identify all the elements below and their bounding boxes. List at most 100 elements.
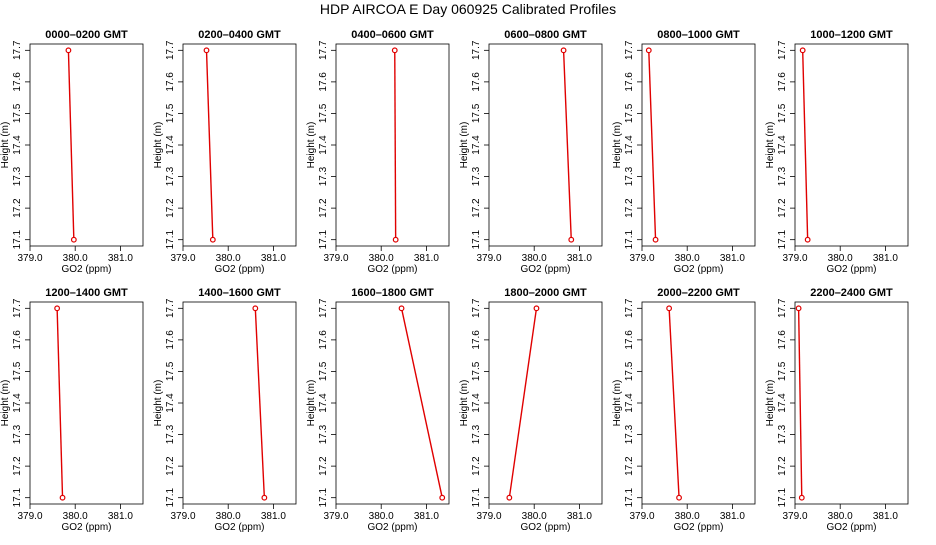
data-point — [799, 47, 806, 54]
x-axis-label: GO2 (ppm) — [520, 522, 570, 533]
x-axis-label: GO2 (ppm) — [367, 522, 417, 533]
x-axis-label: GO2 (ppm) — [826, 522, 876, 533]
x-tick-label: 380.0 — [216, 511, 241, 522]
panel-title: 0800–1000 GMT — [657, 29, 740, 41]
y-tick-label: 17.7 — [318, 298, 329, 318]
y-tick-label: 17.3 — [318, 166, 329, 186]
x-tick-label: 381.0 — [720, 253, 745, 264]
x-axis-label: GO2 (ppm) — [673, 264, 723, 275]
data-point — [795, 305, 802, 312]
y-tick-label: 17.6 — [318, 72, 329, 92]
y-tick-label: 17.3 — [12, 424, 23, 444]
y-tick-label: 17.7 — [624, 298, 635, 318]
y-tick-label: 17.6 — [624, 72, 635, 92]
x-tick-label: 380.0 — [828, 253, 853, 264]
y-tick-label: 17.1 — [318, 230, 329, 250]
y-tick-label: 17.3 — [624, 166, 635, 186]
x-tick-label: 379.0 — [629, 511, 654, 522]
y-tick-label: 17.4 — [12, 135, 23, 155]
x-tick-label: 379.0 — [323, 253, 348, 264]
x-tick-label: 381.0 — [873, 511, 898, 522]
y-axis-label: Height (m) — [0, 380, 11, 427]
panel-title: 1800–2000 GMT — [504, 287, 587, 299]
y-tick-label: 17.3 — [471, 424, 482, 444]
y-axis-label: Height (m) — [306, 122, 317, 169]
data-point — [439, 494, 446, 501]
y-tick-label: 17.3 — [165, 166, 176, 186]
x-tick-label: 381.0 — [567, 253, 592, 264]
y-tick-label: 17.7 — [777, 298, 788, 318]
y-axis-label: Height (m) — [765, 380, 776, 427]
data-point — [391, 47, 398, 54]
plot-frame — [335, 43, 450, 247]
x-tick-label: 381.0 — [261, 253, 286, 264]
y-tick-label: 17.2 — [777, 456, 788, 476]
y-axis-label: Height (m) — [153, 122, 164, 169]
profile-line — [67, 50, 75, 240]
x-tick-label: 381.0 — [108, 511, 133, 522]
x-axis-label: GO2 (ppm) — [61, 264, 111, 275]
x-axis-label: GO2 (ppm) — [214, 522, 264, 533]
y-tick-label: 17.3 — [165, 424, 176, 444]
x-tick-label: 381.0 — [567, 511, 592, 522]
y-tick-label: 17.5 — [471, 361, 482, 381]
y-tick-label: 17.7 — [12, 40, 23, 60]
plot-frame — [641, 43, 756, 247]
panel-title: 1200–1400 GMT — [45, 287, 128, 299]
x-tick-label: 380.0 — [63, 253, 88, 264]
plot-frame — [641, 301, 756, 505]
profile-line — [801, 50, 809, 240]
y-tick-label: 17.4 — [318, 135, 329, 155]
x-tick-label: 381.0 — [720, 511, 745, 522]
y-tick-label: 17.3 — [777, 424, 788, 444]
plot-frame — [29, 301, 144, 505]
profile-line — [56, 308, 64, 498]
data-point — [676, 494, 682, 501]
panel-title: 1600–1800 GMT — [351, 287, 434, 299]
y-tick-label: 17.3 — [624, 424, 635, 444]
y-tick-label: 17.2 — [318, 198, 329, 218]
y-tick-label: 17.4 — [777, 393, 788, 413]
x-tick-label: 381.0 — [414, 253, 439, 264]
y-tick-label: 17.5 — [165, 103, 176, 123]
y-tick-label: 17.3 — [12, 166, 23, 186]
y-tick-label: 17.7 — [165, 40, 176, 60]
panel-title: 0600–0800 GMT — [504, 29, 587, 41]
figure-title: HDP AIRCOA E Day 060925 Calibrated Profi… — [319, 1, 617, 17]
data-point — [392, 236, 399, 243]
panel-title: 0000–0200 GMT — [45, 29, 128, 41]
x-tick-label: 381.0 — [873, 253, 898, 264]
y-tick-label: 17.1 — [165, 488, 176, 508]
y-tick-label: 17.6 — [165, 330, 176, 350]
y-tick-label: 17.6 — [12, 72, 23, 92]
x-tick-label: 379.0 — [17, 511, 42, 522]
x-tick-label: 380.0 — [522, 511, 547, 522]
y-tick-label: 17.1 — [12, 488, 23, 508]
panel-title: 2000–2200 GMT — [657, 287, 740, 299]
y-tick-label: 17.5 — [165, 361, 176, 381]
y-tick-label: 17.6 — [471, 72, 482, 92]
y-axis-label: Height (m) — [459, 380, 470, 427]
data-point — [252, 305, 259, 312]
y-axis-label: Height (m) — [153, 380, 164, 427]
data-point — [506, 494, 513, 501]
y-tick-label: 17.4 — [624, 135, 635, 155]
plot-frame — [488, 43, 603, 247]
y-tick-label: 17.4 — [777, 135, 788, 155]
data-point — [209, 236, 216, 243]
plot-frame — [182, 43, 297, 247]
x-tick-label: 379.0 — [782, 253, 807, 264]
y-tick-label: 17.2 — [165, 456, 176, 476]
y-axis-label: Height (m) — [612, 380, 623, 427]
y-tick-label: 17.1 — [624, 230, 635, 250]
y-tick-label: 17.2 — [12, 198, 23, 218]
x-tick-label: 380.0 — [522, 253, 547, 264]
y-tick-label: 17.7 — [165, 298, 176, 318]
data-point — [59, 494, 66, 501]
